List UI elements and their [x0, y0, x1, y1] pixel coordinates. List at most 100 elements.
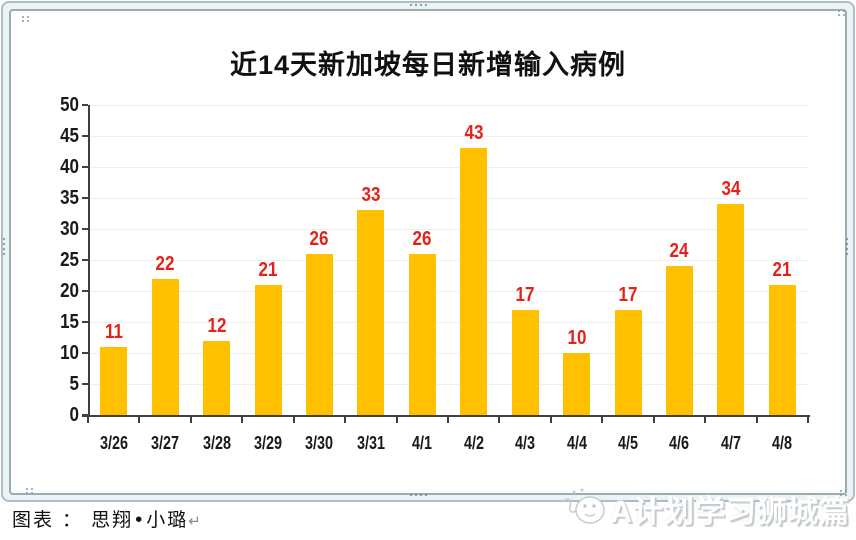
x-tick: [601, 417, 604, 423]
bar[interactable]: [768, 284, 796, 415]
category-label: 3/27: [151, 433, 180, 453]
y-tick-label: 15: [60, 311, 79, 333]
watermark: A计划学习狮城篇: [560, 486, 850, 532]
gridline: [90, 136, 808, 137]
resize-handle-bottom[interactable]: [410, 494, 427, 496]
x-tick: [395, 417, 398, 423]
y-tick: [82, 290, 88, 292]
bar-value-label: 10: [567, 327, 587, 349]
bar[interactable]: [100, 346, 128, 415]
category-label: 4/2: [463, 433, 484, 453]
bar[interactable]: [254, 284, 282, 415]
y-tick: [82, 104, 88, 106]
gridline: [90, 322, 808, 323]
chart-object[interactable]: 近14天新加坡每日新增输入病例 0 5 10 15 20 25 30 35 40 45 50 11 3/…: [9, 9, 847, 495]
x-tick: [241, 417, 244, 423]
category-label: 3/28: [202, 433, 231, 453]
gridline: [90, 167, 808, 168]
bar-value-label: 26: [412, 227, 432, 250]
bar-value-label: 17: [515, 283, 535, 306]
bar-value-label: 21: [772, 258, 792, 281]
resize-handle-bottom-right[interactable]: [840, 490, 848, 496]
paragraph-return-mark: ↵: [188, 512, 201, 530]
x-tick: [138, 417, 141, 423]
x-tick: [344, 417, 347, 423]
y-tick-label: 50: [60, 94, 79, 116]
bar[interactable]: [460, 148, 488, 415]
x-tick: [189, 417, 192, 423]
bar-value-label: 17: [618, 283, 638, 306]
gridline: [90, 260, 808, 261]
gridline: [90, 384, 808, 385]
y-tick-label: 30: [60, 218, 79, 240]
watermark-text: A计划学习狮城篇: [610, 496, 850, 529]
resize-handle-left[interactable]: [3, 238, 5, 255]
y-tick: [82, 135, 88, 137]
y-tick: [82, 383, 88, 385]
resize-handle-right[interactable]: [846, 238, 848, 255]
category-label: 3/31: [356, 433, 385, 453]
bar[interactable]: [203, 340, 231, 415]
bar-value-label: 12: [207, 314, 227, 337]
y-tick: [82, 228, 88, 230]
resize-handle-top-right[interactable]: [838, 10, 846, 16]
chart-title: 近14天新加坡每日新增输入病例: [229, 50, 627, 80]
x-tick: [704, 417, 707, 423]
bar[interactable]: [563, 353, 591, 415]
x-tick: [807, 417, 809, 423]
gridline: [90, 105, 808, 106]
caption-text: 图表 ： 思翔•小璐: [12, 509, 189, 531]
y-tick: [82, 259, 88, 261]
x-tick: [498, 417, 501, 423]
y-tick: [82, 197, 88, 199]
bar[interactable]: [408, 253, 436, 415]
category-label: 4/4: [566, 433, 587, 453]
category-label: 4/7: [720, 433, 741, 453]
category-label: 3/26: [99, 433, 128, 453]
gridline: [90, 291, 808, 292]
bar-value-label: 24: [669, 240, 689, 263]
gridline: [90, 353, 808, 354]
x-tick: [755, 417, 758, 423]
bar[interactable]: [614, 309, 642, 415]
category-label: 3/29: [253, 433, 283, 453]
y-tick-label: 25: [60, 249, 79, 271]
y-tick-label: 20: [60, 280, 79, 302]
category-label: 3/30: [305, 433, 334, 453]
bar[interactable]: [305, 253, 333, 415]
y-tick-label: 45: [60, 125, 79, 147]
bar-value-label: 26: [309, 227, 329, 250]
y-tick-label: 35: [60, 187, 79, 209]
bar[interactable]: [151, 278, 179, 415]
y-axis: [88, 105, 90, 417]
bar-value-label: 11: [104, 320, 123, 343]
bar[interactable]: [717, 204, 745, 415]
category-label: 4/3: [515, 433, 536, 453]
x-tick: [549, 417, 552, 423]
doodle-face-logo-icon: [561, 488, 606, 524]
resize-handle-top-left[interactable]: [22, 16, 30, 22]
category-label: 4/1: [412, 433, 433, 453]
y-tick: [82, 166, 88, 168]
x-tick: [652, 417, 655, 423]
bar-value-label: 34: [721, 178, 741, 201]
bar[interactable]: [511, 309, 539, 415]
x-tick: [447, 417, 449, 423]
category-label: 4/8: [772, 433, 793, 453]
resize-handle-top[interactable]: [410, 4, 427, 6]
y-tick: [82, 352, 88, 354]
gridline: [90, 198, 808, 199]
y-tick-label: 0: [69, 404, 79, 426]
bar[interactable]: [357, 210, 385, 415]
bar[interactable]: [665, 266, 693, 415]
chart-canvas: 近14天新加坡每日新增输入病例 0 5 10 15 20 25 30 35 40 45 50 11 3/…: [11, 11, 845, 493]
x-tick: [292, 417, 295, 423]
resize-handle-bottom-left[interactable]: [26, 488, 34, 494]
y-tick-label: 5: [69, 373, 79, 395]
category-label: 4/6: [669, 433, 690, 453]
category-label: 4/5: [617, 433, 639, 453]
y-tick-label: 40: [60, 156, 79, 178]
bar-value-label: 43: [464, 122, 484, 145]
x-axis: [82, 415, 810, 417]
